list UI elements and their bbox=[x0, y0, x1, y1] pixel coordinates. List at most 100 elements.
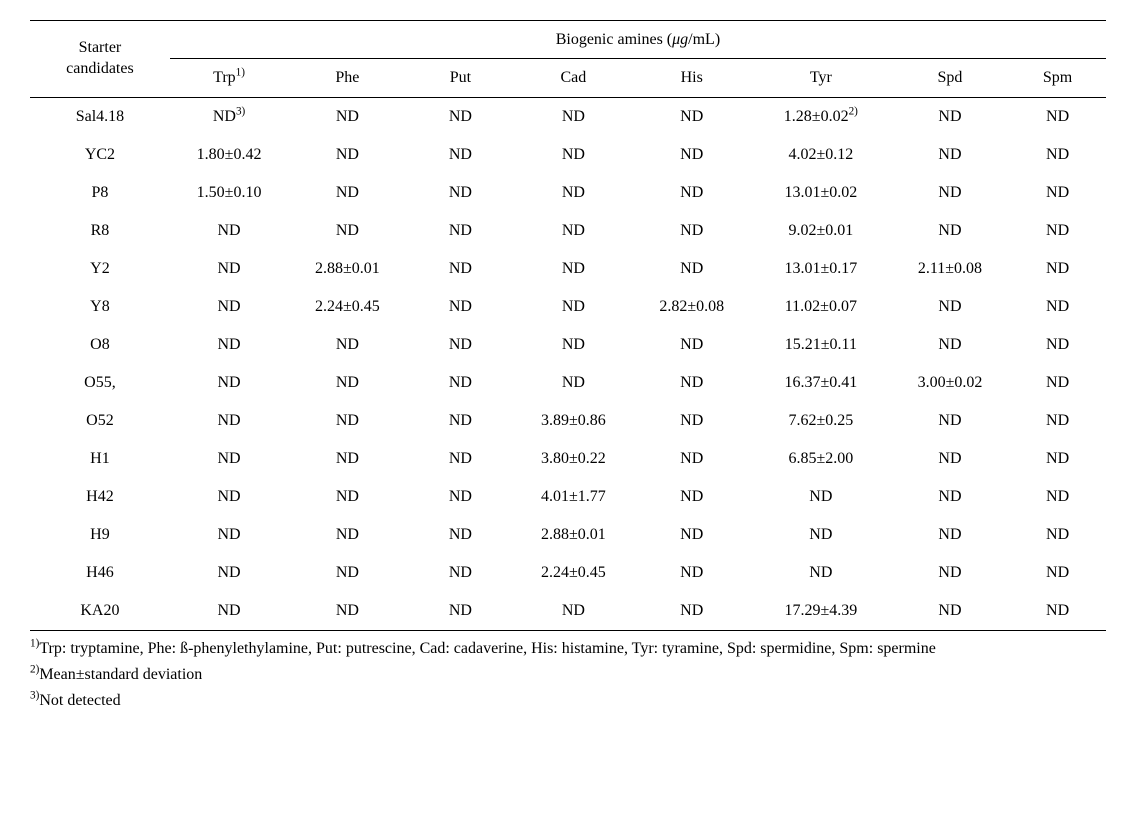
table-row: KA20NDNDNDNDND17.29±4.39NDND bbox=[30, 592, 1106, 631]
cell: ND bbox=[170, 250, 288, 288]
cell: ND bbox=[514, 326, 632, 364]
table-row: H46NDNDND2.24±0.45NDNDNDND bbox=[30, 554, 1106, 592]
cell: ND bbox=[170, 212, 288, 250]
cell: ND bbox=[288, 440, 406, 478]
cell: ND bbox=[891, 174, 1009, 212]
cell: ND bbox=[170, 516, 288, 554]
cell: ND bbox=[633, 364, 751, 402]
cell: ND bbox=[288, 98, 406, 137]
cell: ND bbox=[1009, 136, 1106, 174]
cell: ND bbox=[288, 174, 406, 212]
row-label: O8 bbox=[30, 326, 170, 364]
cell: ND bbox=[633, 440, 751, 478]
cell: 2.24±0.45 bbox=[514, 554, 632, 592]
cell: 3.89±0.86 bbox=[514, 402, 632, 440]
cell: ND bbox=[407, 516, 515, 554]
cell: ND bbox=[407, 136, 515, 174]
cell: 4.01±1.77 bbox=[514, 478, 632, 516]
cell: ND bbox=[751, 478, 891, 516]
cell: ND bbox=[1009, 554, 1106, 592]
cell: ND bbox=[1009, 364, 1106, 402]
cell: 6.85±2.00 bbox=[751, 440, 891, 478]
cell: ND bbox=[407, 174, 515, 212]
col-header-spm: Spm bbox=[1009, 59, 1106, 98]
table-row: H42NDNDND4.01±1.77NDNDNDND bbox=[30, 478, 1106, 516]
cell: 2.88±0.01 bbox=[514, 516, 632, 554]
cell: ND3) bbox=[170, 98, 288, 137]
cell: ND bbox=[170, 478, 288, 516]
cell: ND bbox=[891, 326, 1009, 364]
row-label: YC2 bbox=[30, 136, 170, 174]
table-row: O55,NDNDNDNDND16.37±0.413.00±0.02ND bbox=[30, 364, 1106, 402]
cell: 2.88±0.01 bbox=[288, 250, 406, 288]
cell: ND bbox=[891, 402, 1009, 440]
cell: ND bbox=[891, 516, 1009, 554]
cell: ND bbox=[751, 516, 891, 554]
col-header-spd: Spd bbox=[891, 59, 1009, 98]
cell: ND bbox=[891, 98, 1009, 137]
spanner-header: Biogenic amines (μg/mL) bbox=[170, 21, 1106, 60]
row-label: KA20 bbox=[30, 592, 170, 631]
cell: ND bbox=[288, 516, 406, 554]
cell: ND bbox=[407, 592, 515, 631]
cell: ND bbox=[170, 402, 288, 440]
cell: ND bbox=[633, 402, 751, 440]
cell: ND bbox=[288, 212, 406, 250]
table-row: H1NDNDND3.80±0.22ND6.85±2.00NDND bbox=[30, 440, 1106, 478]
cell: ND bbox=[514, 250, 632, 288]
cell: ND bbox=[170, 326, 288, 364]
cell: ND bbox=[1009, 440, 1106, 478]
cell: ND bbox=[633, 326, 751, 364]
row-label: H1 bbox=[30, 440, 170, 478]
col-header-phe: Phe bbox=[288, 59, 406, 98]
cell: ND bbox=[407, 98, 515, 137]
cell: ND bbox=[633, 136, 751, 174]
cell: ND bbox=[407, 402, 515, 440]
footnote-1: 1)Trp: tryptamine, Phe: ß-phenylethylami… bbox=[30, 637, 1106, 661]
col-header-trp: Trp1) bbox=[170, 59, 288, 98]
cell: ND bbox=[407, 212, 515, 250]
table-row: Y2ND2.88±0.01NDNDND13.01±0.172.11±0.08ND bbox=[30, 250, 1106, 288]
cell: ND bbox=[891, 592, 1009, 631]
cell: ND bbox=[288, 326, 406, 364]
cell: ND bbox=[1009, 326, 1106, 364]
row-label: O52 bbox=[30, 402, 170, 440]
cell: ND bbox=[891, 288, 1009, 326]
cell: 11.02±0.07 bbox=[751, 288, 891, 326]
cell: 17.29±4.39 bbox=[751, 592, 891, 631]
cell: ND bbox=[751, 554, 891, 592]
table-row: Y8ND2.24±0.45NDND2.82±0.0811.02±0.07NDND bbox=[30, 288, 1106, 326]
cell: ND bbox=[288, 364, 406, 402]
cell: ND bbox=[407, 326, 515, 364]
cell: 2.82±0.08 bbox=[633, 288, 751, 326]
cell: ND bbox=[288, 554, 406, 592]
cell: ND bbox=[891, 554, 1009, 592]
row-header-l2: candidates bbox=[66, 60, 134, 77]
footnote-2: 2)Mean±standard deviation bbox=[30, 663, 1106, 687]
row-label: Y2 bbox=[30, 250, 170, 288]
cell: 2.11±0.08 bbox=[891, 250, 1009, 288]
cell: ND bbox=[170, 554, 288, 592]
cell: 15.21±0.11 bbox=[751, 326, 891, 364]
cell: ND bbox=[633, 516, 751, 554]
table-row: R8NDNDNDNDND9.02±0.01NDND bbox=[30, 212, 1106, 250]
cell: 13.01±0.17 bbox=[751, 250, 891, 288]
cell: ND bbox=[514, 592, 632, 631]
table-row: P81.50±0.10NDNDNDND13.01±0.02NDND bbox=[30, 174, 1106, 212]
cell: ND bbox=[633, 98, 751, 137]
cell: ND bbox=[633, 554, 751, 592]
cell: ND bbox=[288, 136, 406, 174]
cell: ND bbox=[1009, 250, 1106, 288]
cell: ND bbox=[633, 592, 751, 631]
cell: ND bbox=[1009, 402, 1106, 440]
cell: ND bbox=[514, 288, 632, 326]
col-header-his: His bbox=[633, 59, 751, 98]
col-header-tyr: Tyr bbox=[751, 59, 891, 98]
table-row: H9NDNDND2.88±0.01NDNDNDND bbox=[30, 516, 1106, 554]
row-label: Sal4.18 bbox=[30, 98, 170, 137]
cell: 3.80±0.22 bbox=[514, 440, 632, 478]
cell: 7.62±0.25 bbox=[751, 402, 891, 440]
cell: ND bbox=[1009, 174, 1106, 212]
cell: ND bbox=[633, 478, 751, 516]
cell: 16.37±0.41 bbox=[751, 364, 891, 402]
